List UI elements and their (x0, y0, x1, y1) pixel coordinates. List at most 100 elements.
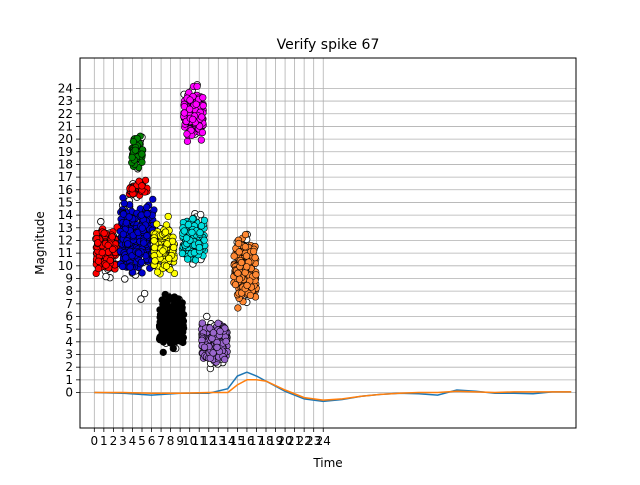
scatter-point (243, 281, 251, 290)
y-tick-label: 12 (58, 233, 73, 247)
scatter-point (184, 221, 193, 229)
line-series-path (94, 379, 572, 401)
scatter-point (206, 324, 214, 332)
y-tick-label: 2 (65, 360, 73, 374)
scatter-point (203, 312, 211, 321)
scatter-point (150, 237, 158, 245)
scatter-point (97, 217, 105, 226)
scatter-point (221, 355, 229, 364)
scatter-point (183, 255, 192, 263)
scatter-point (137, 295, 145, 303)
scatter-point (197, 136, 205, 144)
scatter-point (198, 113, 206, 121)
scatter-point (129, 138, 138, 146)
scatter-point (159, 247, 167, 255)
x-axis-label: Time (312, 456, 342, 470)
scatter-point (186, 105, 194, 113)
scatter-point (104, 241, 112, 250)
scatter-cluster (125, 176, 151, 201)
scatter-cluster (180, 81, 207, 145)
scatter-point (94, 265, 103, 273)
x-tick-label: 22 (297, 434, 312, 448)
scatter-cluster (155, 290, 188, 356)
scatter-point (126, 263, 134, 271)
y-tick-label: 14 (58, 208, 73, 222)
scatter-point (100, 229, 108, 237)
scatter-point (170, 316, 178, 325)
scatter-clusters (92, 81, 260, 373)
x-tick-label: 8 (167, 434, 175, 448)
scatter-point (161, 334, 169, 342)
y-tick-label: 3 (65, 348, 73, 362)
scatter-point (251, 254, 259, 262)
scatter-point (143, 203, 151, 211)
scatter-point (241, 243, 249, 251)
scatter-point (158, 314, 167, 323)
scatter-cluster (198, 312, 231, 373)
scatter-point (102, 272, 110, 281)
scatter-point (143, 232, 151, 240)
x-tick-label: 11 (192, 434, 207, 448)
scatter-point (128, 185, 136, 193)
y-tick-label: 15 (58, 195, 73, 209)
scatter-point (243, 263, 251, 271)
x-tick-label: 23 (306, 434, 321, 448)
scatter-point (98, 249, 106, 257)
x-tick-label: 7 (157, 434, 165, 448)
scatter-point (137, 211, 146, 219)
scatter-point (161, 228, 170, 236)
scatter-point (122, 254, 130, 262)
y-tick-label: 0 (65, 386, 73, 400)
y-tick-label: 18 (58, 157, 73, 171)
scatter-point (198, 319, 206, 327)
scatter-cluster (230, 230, 260, 312)
scatter-point (119, 230, 127, 238)
scatter-point (125, 213, 133, 221)
scatter-point (246, 291, 254, 300)
scatter-cluster (92, 217, 121, 282)
scatter-point (199, 93, 207, 102)
scatter-point (198, 128, 207, 137)
scatter-point (170, 243, 178, 252)
scatter-cluster (149, 212, 179, 278)
scatter-point (138, 158, 146, 166)
scatter-point (180, 227, 188, 235)
scatter-point (159, 348, 167, 356)
x-tick-label: 9 (176, 434, 184, 448)
y-tick-label: 21 (58, 119, 73, 133)
x-tick-label: 2 (110, 434, 118, 448)
scatter-point (120, 199, 128, 207)
scatter-point (170, 293, 179, 301)
scatter-point (162, 262, 171, 270)
y-tick-label: 6 (65, 309, 73, 323)
scatter-point (242, 252, 251, 260)
y-tick-label: 23 (58, 94, 73, 108)
y-tick-label: 17 (58, 170, 73, 184)
scatter-point (235, 248, 243, 256)
scatter-point (183, 234, 191, 242)
scatter-point (235, 275, 244, 283)
scatter-point (121, 275, 129, 283)
scatter-point (138, 269, 146, 277)
y-tick-label: 1 (65, 373, 73, 387)
x-tick-label: 17 (249, 434, 264, 448)
scatter-point (164, 212, 172, 221)
scatter-cluster (128, 132, 147, 173)
scatter-point (214, 319, 222, 327)
scatter-point (197, 222, 206, 230)
scatter-point (188, 228, 196, 236)
scatter-point (189, 115, 197, 123)
x-tick-label: 21 (287, 434, 302, 448)
y-tick-label: 16 (58, 183, 73, 197)
scatter-point (189, 215, 197, 223)
scatter-point (199, 102, 207, 110)
scatter-point (119, 210, 128, 218)
x-tick-label: 5 (138, 434, 146, 448)
x-tick-label: 3 (119, 434, 127, 448)
scatter-point (138, 150, 146, 158)
scatter-point (159, 300, 168, 308)
x-tick-label: 12 (201, 434, 216, 448)
scatter-point (109, 245, 117, 254)
